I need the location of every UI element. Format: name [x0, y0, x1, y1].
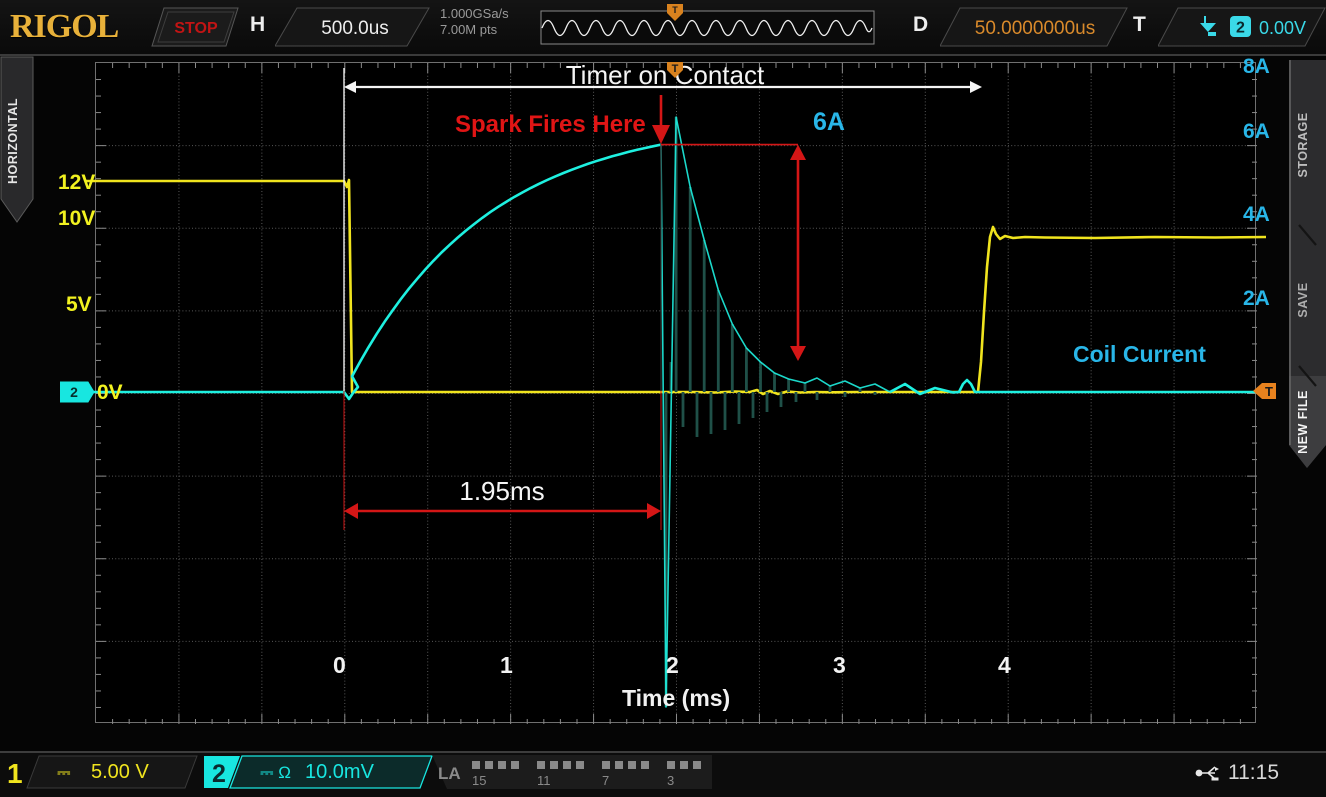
svg-text:2: 2: [212, 760, 226, 788]
svg-text:⎓ Ω: ⎓ Ω: [260, 763, 291, 782]
svg-text:Spark Fires Here: Spark Fires Here: [455, 111, 646, 138]
svg-text:15: 15: [472, 773, 486, 788]
svg-text:⎓: ⎓: [57, 763, 71, 782]
svg-text:11: 11: [537, 773, 551, 788]
svg-text:1: 1: [7, 758, 23, 789]
svg-text:Timer on Contact: Timer on Contact: [566, 60, 765, 90]
svg-text:10.0mV: 10.0mV: [305, 761, 375, 783]
svg-text:STORAGE: STORAGE: [1296, 112, 1310, 177]
svg-text:T: T: [672, 63, 679, 75]
svg-text:LA: LA: [438, 764, 461, 783]
svg-text:3: 3: [667, 773, 674, 788]
svg-text:NEW FILE: NEW FILE: [1296, 390, 1310, 454]
svg-text:7: 7: [602, 773, 609, 788]
svg-text:5.00 V: 5.00 V: [91, 761, 149, 783]
svg-text:T: T: [1265, 384, 1273, 399]
svg-text:1.95ms: 1.95ms: [459, 476, 544, 506]
svg-text:SAVE: SAVE: [1296, 282, 1310, 317]
svg-text:Coil Current: Coil Current: [1073, 341, 1206, 367]
svg-text:6A: 6A: [813, 108, 845, 136]
svg-text:2: 2: [70, 384, 78, 400]
svg-text:HORIZONTAL: HORIZONTAL: [6, 98, 20, 184]
